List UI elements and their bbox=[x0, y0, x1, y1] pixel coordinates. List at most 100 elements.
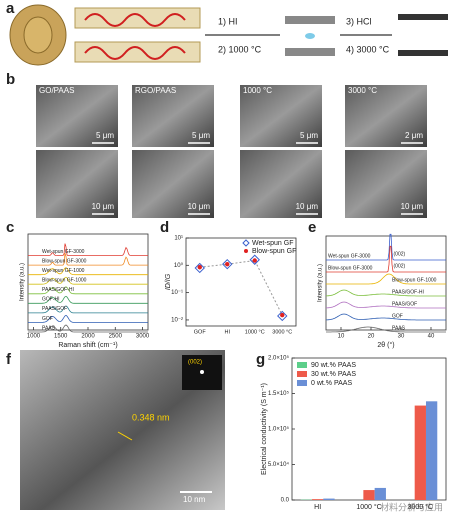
curve-label: PAAS bbox=[42, 325, 56, 331]
spectrum bbox=[326, 301, 446, 309]
curve-label: GOF bbox=[392, 313, 403, 319]
y-axis-label: Electrical conductivity (S m⁻¹) bbox=[261, 383, 268, 475]
spectrum bbox=[326, 289, 446, 297]
scale-label: 5 μm bbox=[300, 131, 318, 140]
schematic bbox=[9, 4, 448, 66]
x-tick-label: 20 bbox=[368, 334, 375, 340]
legend-label: 90 wt.% PAAS bbox=[311, 362, 356, 369]
scale-label: 10 nm bbox=[183, 495, 206, 504]
peak-label: (002) bbox=[394, 251, 406, 257]
bar bbox=[414, 405, 426, 500]
y-tick-label: 10⁻² bbox=[171, 318, 183, 324]
curve-label: Wet-spun GF-1000 bbox=[42, 268, 85, 274]
x-axis-label: Raman shift (cm⁻¹) bbox=[58, 342, 117, 349]
sem-image bbox=[36, 150, 118, 218]
x-axis-label: 2θ (°) bbox=[377, 341, 394, 349]
legend-label: 30 wt.% PAAS bbox=[311, 371, 356, 378]
scale-label: 5 μm bbox=[96, 131, 114, 140]
curve-label: Wet-spun GF-3000 bbox=[42, 249, 85, 255]
x-tick-label: 2000 bbox=[81, 334, 95, 340]
curve-label: PAAS bbox=[392, 325, 406, 331]
spectrum bbox=[28, 324, 148, 333]
peak-label: (002) bbox=[394, 263, 406, 269]
spectrum bbox=[326, 245, 446, 273]
x-tick-label: 1000 °C bbox=[356, 503, 381, 511]
y-tick-label: 1.0×10⁵ bbox=[268, 426, 290, 433]
spectrum bbox=[326, 273, 446, 285]
scale-label: 5 μm bbox=[192, 131, 210, 140]
curve-label: Blow-spun GF-1000 bbox=[42, 278, 87, 284]
step-label: 2) 1000 °C bbox=[218, 44, 262, 54]
spectrum bbox=[326, 233, 446, 261]
sem-image bbox=[132, 150, 214, 218]
sem-title: 3000 °C bbox=[348, 86, 377, 95]
scale-label: 2 μm bbox=[405, 131, 423, 140]
curve-label: Wet-spun GF-3000 bbox=[328, 253, 371, 259]
legend-marker bbox=[244, 249, 248, 253]
panel-label: f bbox=[6, 351, 12, 368]
marker bbox=[252, 258, 257, 263]
spectrum bbox=[28, 276, 148, 285]
panel-label: g bbox=[256, 351, 265, 368]
panel-label: a bbox=[6, 0, 15, 17]
bar bbox=[374, 487, 386, 500]
marker bbox=[225, 261, 230, 267]
scale-label: 10 μm bbox=[92, 202, 115, 211]
sem-image bbox=[240, 85, 322, 147]
scale-label: 10 μm bbox=[188, 202, 211, 211]
trend-line bbox=[199, 259, 283, 316]
y-tick-label: 1.5×10⁵ bbox=[268, 390, 290, 397]
panel-label: c bbox=[6, 219, 14, 236]
scale-label: 10 μm bbox=[401, 202, 424, 211]
sem-image bbox=[132, 85, 214, 147]
marker bbox=[280, 312, 285, 318]
spectrum bbox=[326, 313, 446, 321]
y-tick-label: 5.0×10⁴ bbox=[268, 461, 290, 468]
step-label: 4) 3000 °C bbox=[346, 44, 390, 54]
bar bbox=[312, 499, 324, 500]
legend-label: Blow-spun GF bbox=[252, 248, 296, 255]
bar bbox=[425, 401, 438, 500]
x-tick-label: HI bbox=[314, 504, 321, 511]
y-tick-label: 10⁻¹ bbox=[171, 290, 183, 296]
panel-label: b bbox=[6, 71, 15, 88]
curve-label: PAAS/GOF-HI bbox=[42, 287, 74, 293]
bar bbox=[363, 490, 375, 500]
sem-image bbox=[36, 85, 118, 147]
spectrum bbox=[28, 305, 148, 314]
y-tick-label: 10¹ bbox=[174, 236, 183, 242]
watermark: 材料分析与应用 bbox=[380, 501, 443, 512]
x-tick-label: 1000 °C bbox=[245, 329, 265, 335]
curve-label: Blow-spun GF-3000 bbox=[328, 265, 373, 271]
panel-label: d bbox=[160, 219, 169, 236]
x-tick-label: 1500 bbox=[54, 334, 68, 340]
legend-swatch bbox=[297, 362, 307, 368]
legend-swatch bbox=[297, 380, 307, 386]
x-tick-label: 3000 bbox=[136, 334, 150, 340]
y-axis-label: Intensity (a.u.) bbox=[318, 264, 324, 302]
marker bbox=[277, 310, 288, 322]
x-tick-label: 1000 bbox=[27, 334, 41, 340]
bar bbox=[323, 498, 335, 500]
x-tick-label: 3000 °C bbox=[272, 329, 292, 335]
legend-label: Wet-spun GF bbox=[252, 240, 294, 247]
scale-label: 10 μm bbox=[296, 202, 319, 211]
x-tick-label: GOF bbox=[194, 329, 207, 335]
spectrum bbox=[28, 295, 148, 304]
marker bbox=[249, 254, 260, 265]
marker bbox=[197, 265, 202, 270]
marker bbox=[222, 258, 233, 270]
sem-title: 1000 °C bbox=[243, 86, 272, 95]
saed-spot bbox=[200, 370, 204, 374]
y-tick-label: 10⁰ bbox=[174, 262, 184, 269]
sem-image bbox=[345, 150, 427, 218]
legend-marker bbox=[242, 239, 250, 247]
marker bbox=[194, 262, 205, 274]
sem-image bbox=[345, 85, 427, 147]
x-tick-label: 3000 °C bbox=[408, 503, 433, 511]
legend-label: 0 wt.% PAAS bbox=[311, 380, 352, 387]
curve-label: Blow-spun GF-3000 bbox=[42, 258, 87, 264]
sem-title: GO/PAAS bbox=[39, 86, 74, 95]
x-tick-label: 40 bbox=[428, 334, 435, 340]
